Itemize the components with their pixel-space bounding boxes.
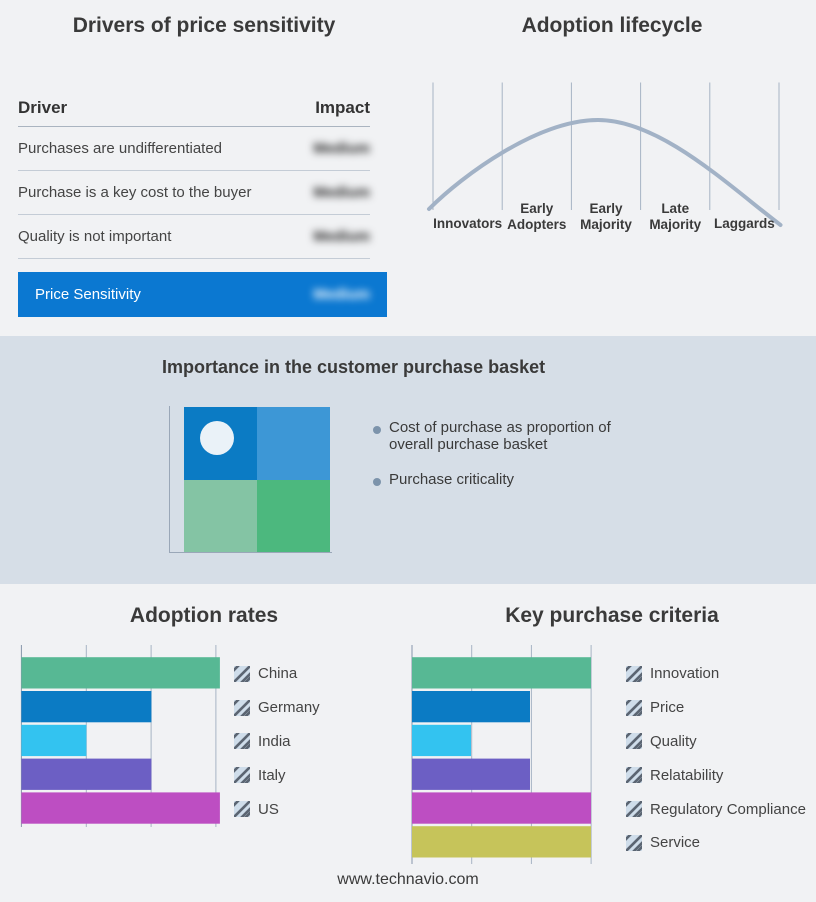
svg-text:Innovators: Innovators <box>433 216 502 231</box>
svg-text:Laggards: Laggards <box>714 216 775 231</box>
